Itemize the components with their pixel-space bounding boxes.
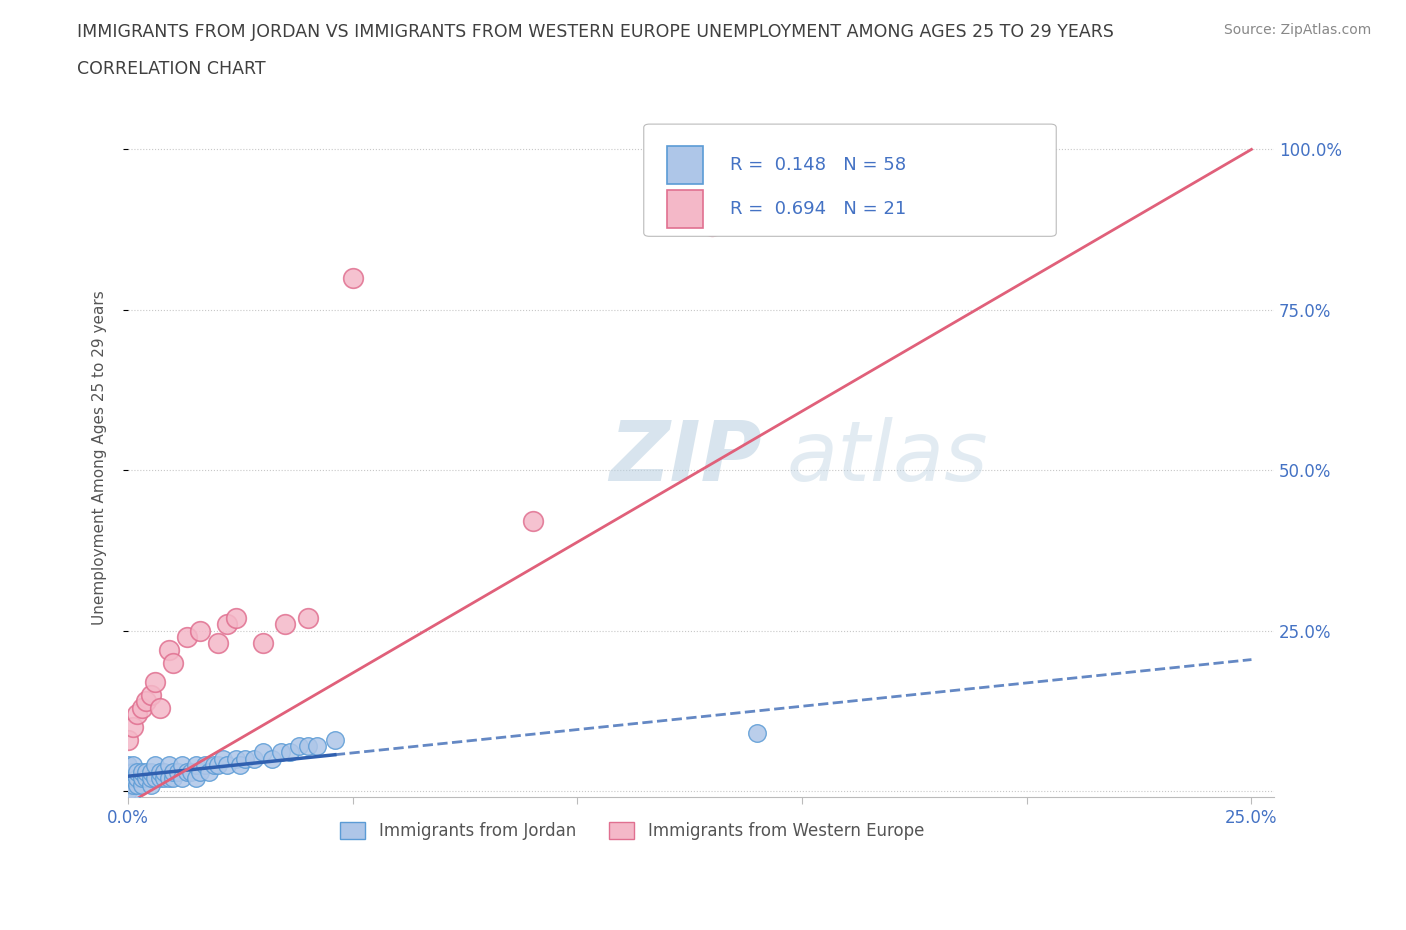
Point: [135, 694, 157, 709]
Point: [176, 764, 198, 779]
Point: [342, 271, 364, 286]
Point: [288, 738, 311, 753]
Point: [184, 758, 207, 773]
Point: [117, 777, 139, 792]
Point: [278, 745, 301, 760]
Point: [143, 758, 166, 773]
Point: [225, 610, 247, 625]
Point: [143, 771, 166, 786]
Point: [121, 771, 143, 786]
Point: [139, 777, 162, 792]
Point: [139, 771, 162, 786]
Point: [121, 758, 143, 773]
Text: Source: ZipAtlas.com: Source: ZipAtlas.com: [1223, 23, 1371, 37]
Point: [127, 777, 149, 792]
Point: [131, 777, 153, 792]
Point: [127, 707, 149, 722]
Point: [131, 764, 153, 779]
Point: [297, 738, 319, 753]
Point: [305, 738, 328, 753]
Point: [127, 771, 149, 786]
Point: [233, 751, 256, 766]
FancyBboxPatch shape: [644, 124, 1056, 236]
Point: [202, 758, 225, 773]
Point: [252, 636, 274, 651]
Point: [157, 758, 180, 773]
Point: [153, 771, 176, 786]
Point: [211, 751, 233, 766]
Bar: [666, 191, 703, 228]
Point: [117, 771, 139, 786]
Point: [139, 764, 162, 779]
Point: [252, 745, 274, 760]
Point: [215, 758, 238, 773]
Point: [117, 764, 139, 779]
Point: [188, 764, 211, 779]
Point: [157, 643, 180, 658]
Point: [131, 771, 153, 786]
Text: atlas: atlas: [787, 417, 988, 498]
Point: [229, 758, 252, 773]
Point: [117, 732, 139, 747]
Point: [184, 771, 207, 786]
Point: [149, 700, 172, 715]
Point: [149, 771, 172, 786]
Text: R =  0.694   N = 21: R = 0.694 N = 21: [730, 200, 905, 219]
Bar: [666, 146, 703, 183]
Point: [172, 758, 194, 773]
Point: [243, 751, 266, 766]
Point: [522, 514, 544, 529]
Point: [323, 732, 346, 747]
Legend: Immigrants from Jordan, Immigrants from Western Europe: Immigrants from Jordan, Immigrants from …: [333, 816, 931, 847]
Point: [207, 636, 229, 651]
Point: [297, 610, 319, 625]
Point: [207, 758, 229, 773]
Point: [153, 764, 176, 779]
Point: [260, 751, 283, 766]
Point: [180, 764, 202, 779]
Point: [117, 758, 139, 773]
Point: [135, 771, 157, 786]
Text: R =  0.148   N = 58: R = 0.148 N = 58: [730, 156, 905, 174]
Point: [149, 764, 172, 779]
Text: CORRELATION CHART: CORRELATION CHART: [77, 60, 266, 78]
Point: [135, 764, 157, 779]
Text: ZIP: ZIP: [609, 417, 762, 498]
Point: [162, 771, 184, 786]
Point: [274, 617, 297, 631]
Point: [188, 623, 211, 638]
Point: [747, 725, 769, 740]
Point: [215, 617, 238, 631]
Point: [198, 764, 221, 779]
Point: [143, 674, 166, 689]
Point: [162, 764, 184, 779]
Point: [121, 777, 143, 792]
Point: [270, 745, 292, 760]
Y-axis label: Unemployment Among Ages 25 to 29 years: Unemployment Among Ages 25 to 29 years: [93, 290, 107, 625]
Point: [225, 751, 247, 766]
Point: [166, 764, 188, 779]
Point: [193, 758, 215, 773]
Point: [702, 219, 724, 233]
Point: [127, 764, 149, 779]
Point: [121, 764, 143, 779]
Point: [117, 783, 139, 798]
Point: [121, 783, 143, 798]
Point: [162, 656, 184, 671]
Point: [157, 771, 180, 786]
Text: IMMIGRANTS FROM JORDAN VS IMMIGRANTS FROM WESTERN EUROPE UNEMPLOYMENT AMONG AGES: IMMIGRANTS FROM JORDAN VS IMMIGRANTS FRO…: [77, 23, 1114, 41]
Point: [176, 630, 198, 644]
Point: [121, 719, 143, 734]
Point: [139, 687, 162, 702]
Point: [172, 771, 194, 786]
Point: [131, 700, 153, 715]
